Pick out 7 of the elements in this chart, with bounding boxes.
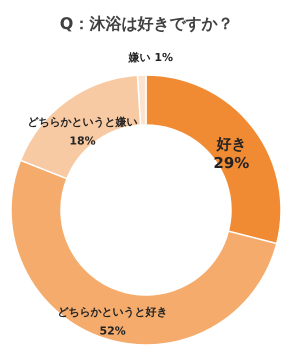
slice-label: どちらかというと嫌い xyxy=(28,116,138,129)
chart-title: Q：沐浴は好きですか？ xyxy=(60,14,234,33)
slice-label: 好き xyxy=(215,134,246,153)
slice-label: どちらかというと好き xyxy=(58,306,168,319)
slice-label: 嫌い 1% xyxy=(128,51,174,64)
data-label: 18% xyxy=(69,134,96,148)
data-label: 52% xyxy=(99,324,126,338)
